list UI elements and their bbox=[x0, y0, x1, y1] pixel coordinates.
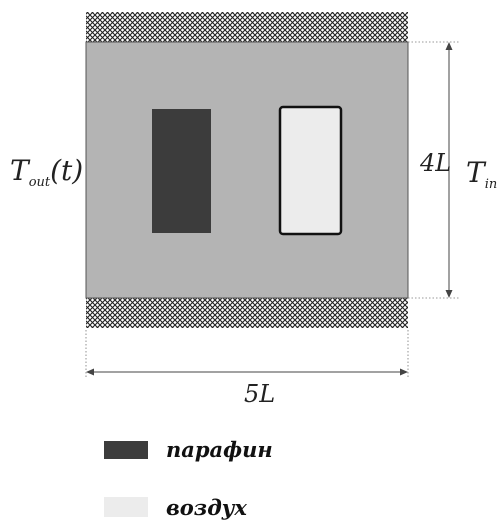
height-dimension bbox=[408, 41, 460, 299]
width-dimension bbox=[85, 330, 409, 378]
domain-rectangle bbox=[85, 41, 409, 299]
air-block bbox=[278, 105, 343, 236]
bottom-insulation-layer bbox=[86, 298, 408, 328]
legend-air-swatch bbox=[104, 497, 148, 517]
t-in-subscript: in bbox=[485, 177, 497, 192]
width-label: 5L bbox=[244, 380, 275, 408]
t-in-symbol: T bbox=[466, 156, 487, 189]
legend-paraffin-swatch bbox=[104, 441, 148, 459]
paraffin-block bbox=[152, 109, 211, 233]
top-insulation-layer bbox=[86, 12, 408, 42]
inner-temperature-label: Tin bbox=[466, 156, 497, 192]
legend-paraffin-label: парафин bbox=[166, 437, 273, 462]
t-out-symbol: T bbox=[10, 154, 31, 187]
outer-temperature-label: Tout(t) bbox=[10, 154, 83, 190]
legend-air-label: воздух bbox=[166, 495, 247, 520]
t-out-subscript: out bbox=[29, 175, 51, 190]
height-label: 4L bbox=[419, 149, 451, 177]
t-out-argument: (t) bbox=[50, 154, 83, 187]
legend: парафин воздух bbox=[104, 437, 273, 520]
